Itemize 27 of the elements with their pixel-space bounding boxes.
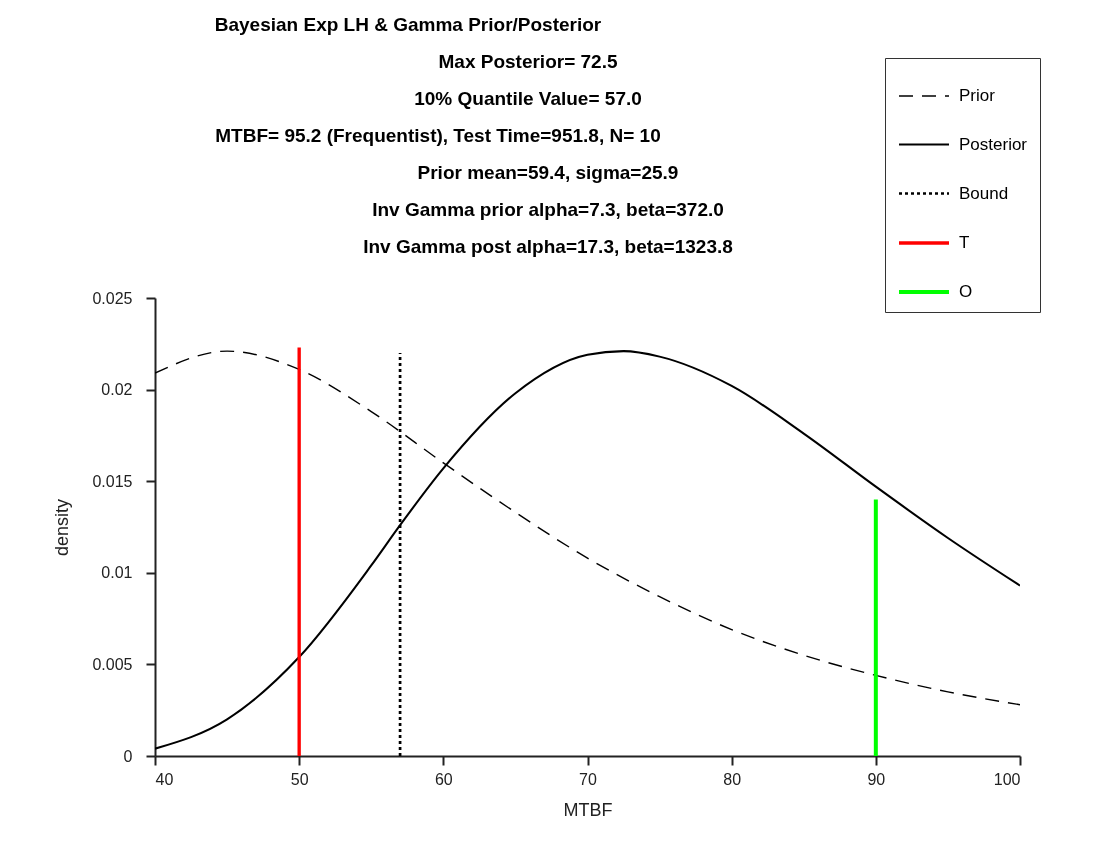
legend-label: Posterior xyxy=(959,134,1028,154)
text: Inv Gamma post alpha=17.3, beta=1323.8 xyxy=(363,236,733,257)
x-tick-label: 100 xyxy=(993,770,1021,788)
text: Inv Gamma prior alpha=7.3, beta=372.0 xyxy=(372,199,724,220)
x-tick-label: 90 xyxy=(867,770,886,788)
text: Prior mean=59.4, sigma=25.9 xyxy=(416,162,680,184)
x-axis-title: MTBF xyxy=(563,799,613,820)
text: Max Posterior= 72.5 xyxy=(437,51,619,73)
x-tick-label: 60 xyxy=(434,770,453,788)
legend-label: T xyxy=(959,233,970,252)
y-tick-label: 0.02 xyxy=(101,381,133,399)
legend-label: Prior xyxy=(959,86,996,105)
y-tick-label: 0.015 xyxy=(92,472,133,490)
chart-title: Bayesian Exp LH & Gamma Prior/Posterior xyxy=(213,14,603,36)
y-tick-label: 0 xyxy=(123,747,133,765)
text: MTBF= 95.2 (Frequentist), Test Time=951.8, N= 10 xyxy=(215,125,661,146)
y-tick-label: 0.025 xyxy=(92,289,133,307)
x-tick-label: 70 xyxy=(579,770,597,788)
y-axis-title: density xyxy=(52,498,73,557)
y-tick-label: 0.005 xyxy=(92,655,133,673)
legend-label: Bound xyxy=(959,183,1009,203)
y-tick-label: 0.01 xyxy=(101,564,133,582)
x-tick-label: 40 xyxy=(155,770,174,788)
text: 10% Quantile Value= 57.0 xyxy=(414,88,642,109)
x-tick-label: 50 xyxy=(290,770,309,788)
x-tick-label: 80 xyxy=(723,770,742,788)
legend-label: O xyxy=(959,282,973,301)
